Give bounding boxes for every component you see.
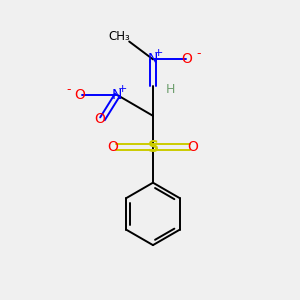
Text: N: N xyxy=(112,88,122,102)
Text: N: N xyxy=(148,52,158,66)
Text: O: O xyxy=(94,112,105,126)
Text: O: O xyxy=(75,88,86,102)
Text: -: - xyxy=(196,47,200,60)
Text: +: + xyxy=(118,84,127,94)
Text: H: H xyxy=(166,82,175,96)
Text: -: - xyxy=(66,82,70,96)
Text: O: O xyxy=(182,52,193,66)
Text: O: O xyxy=(188,140,199,154)
Text: CH₃: CH₃ xyxy=(108,30,130,43)
Text: O: O xyxy=(107,140,118,154)
Text: +: + xyxy=(153,48,163,59)
Text: S: S xyxy=(148,140,158,154)
